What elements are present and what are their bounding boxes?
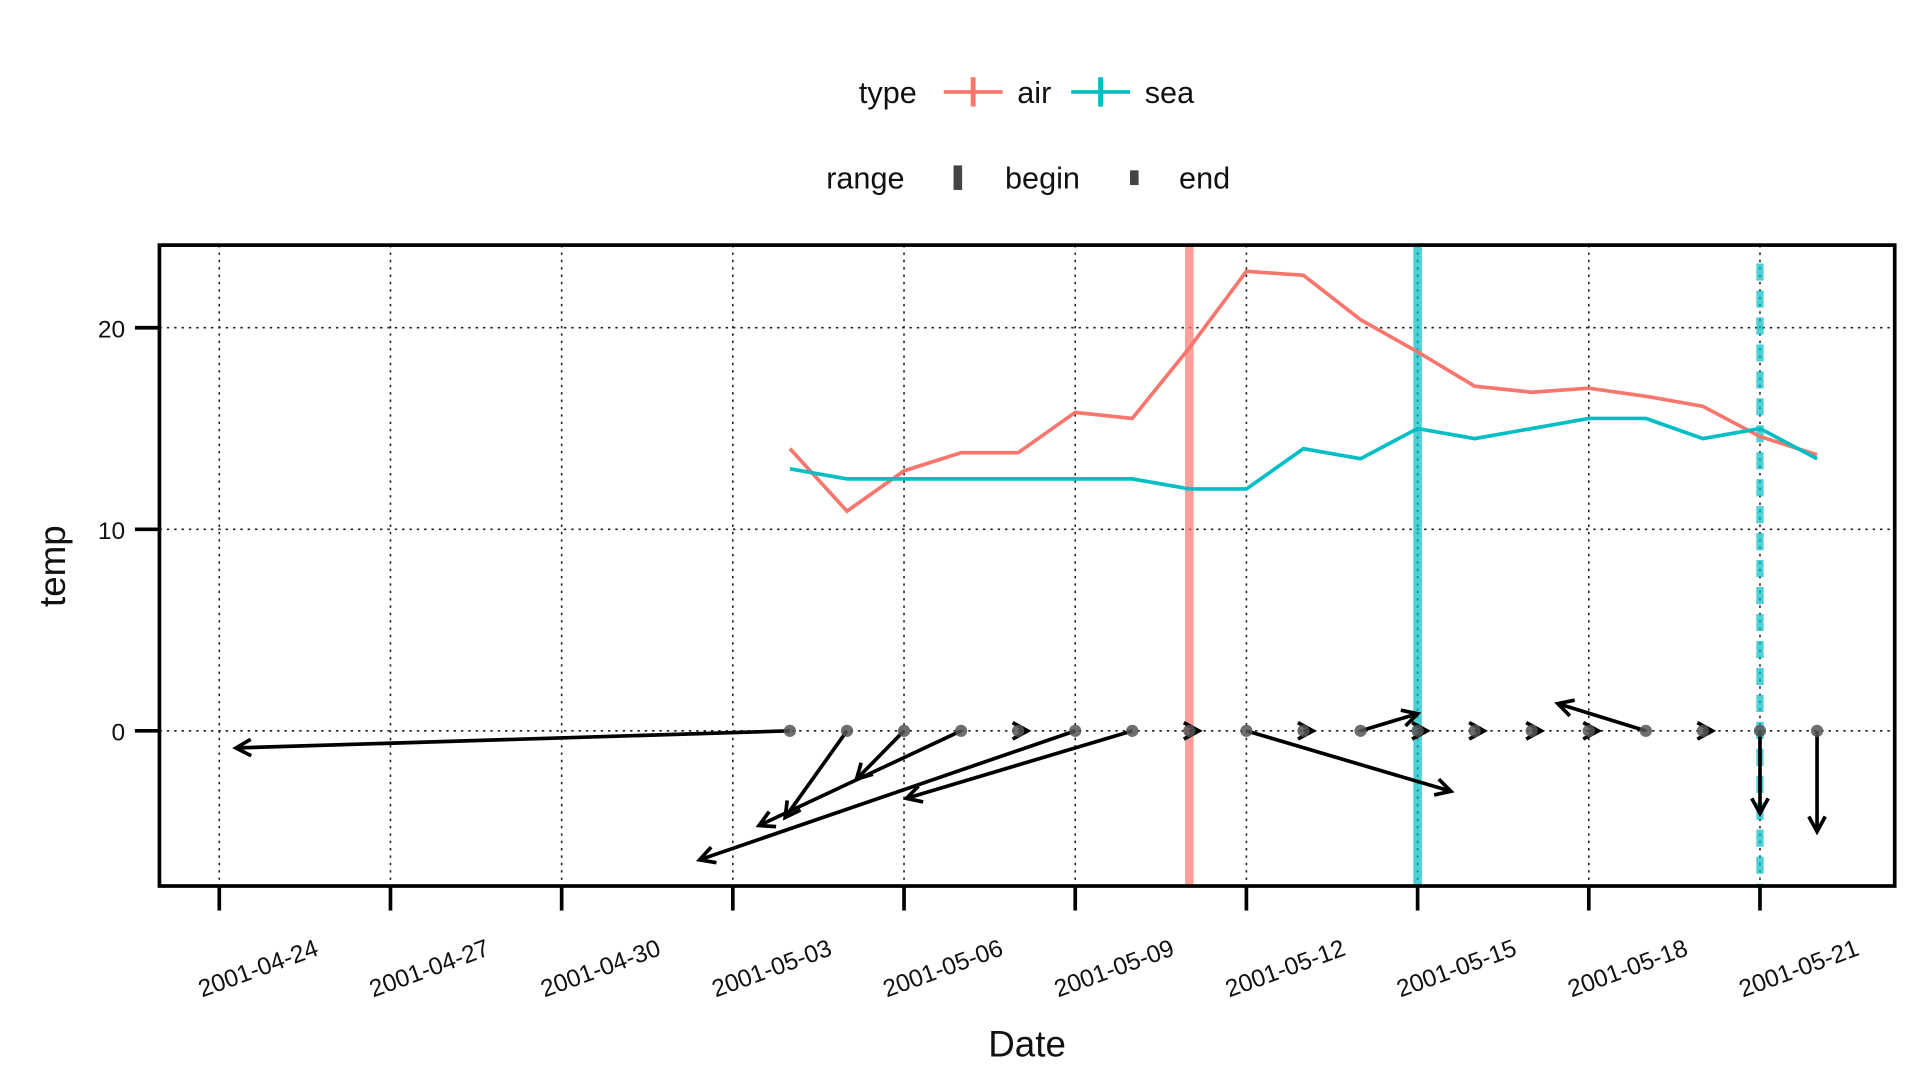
- arrow: [782, 729, 849, 821]
- y-tick-label: 10: [98, 518, 125, 545]
- point: [1468, 724, 1481, 737]
- arrow-head: [782, 800, 802, 821]
- point: [1354, 724, 1367, 737]
- x-tick-label: 2001-05-18: [1564, 935, 1691, 1003]
- arrow-head: [755, 810, 777, 829]
- point: [840, 724, 854, 737]
- arrow-shaft: [783, 729, 849, 819]
- arrow: [853, 729, 906, 782]
- x-tick-label: 2001-05-06: [880, 935, 1007, 1003]
- series-line: [788, 269, 1818, 514]
- x-tick-label: 2001-05-09: [1051, 935, 1178, 1003]
- point: [1411, 724, 1424, 737]
- x-tick-label: 2001-04-24: [195, 935, 322, 1003]
- arrow-shaft: [1557, 701, 1647, 733]
- legend-label: end: [1179, 162, 1230, 196]
- point: [1810, 724, 1824, 737]
- point: [1753, 724, 1767, 737]
- series-line: [789, 416, 1818, 491]
- point: [783, 724, 797, 737]
- arrow-head: [1750, 797, 1770, 818]
- arrow-head: [1554, 698, 1576, 718]
- point: [1297, 724, 1310, 737]
- arrow: [695, 729, 1076, 865]
- point: [1639, 724, 1652, 737]
- point: [1183, 724, 1196, 737]
- arrow-head: [902, 784, 924, 804]
- legend-key: [1130, 170, 1139, 186]
- arrow: [902, 729, 1133, 804]
- x-tick-label: 2001-05-15: [1393, 935, 1520, 1003]
- legend-title: type: [859, 76, 917, 110]
- point: [1696, 724, 1710, 737]
- x-tick-label: 2001-04-27: [366, 935, 493, 1003]
- arrow: [1750, 730, 1770, 818]
- arrow-shaft: [1245, 729, 1452, 794]
- point: [1240, 724, 1253, 737]
- arrow-shaft: [905, 729, 1133, 801]
- y-tick-label: 0: [111, 720, 125, 747]
- legend-label: sea: [1145, 76, 1195, 110]
- x-tick-label: 2001-05-21: [1736, 935, 1863, 1003]
- legend-key: [953, 165, 963, 190]
- arrow: [232, 728, 790, 758]
- arrow-shaft: [758, 729, 962, 828]
- x-tick-label: 2001-04-30: [537, 935, 664, 1003]
- x-axis-label: Date: [988, 1023, 1066, 1064]
- point: [1582, 724, 1595, 737]
- arrow: [755, 729, 962, 829]
- y-axis-label: temp: [32, 525, 73, 607]
- arrow: [1807, 730, 1827, 836]
- arrow-head: [232, 737, 253, 758]
- plot-border: [157, 243, 1897, 888]
- point: [1069, 724, 1082, 737]
- x-tick-label: 2001-05-12: [1222, 935, 1349, 1003]
- arrow: [1360, 708, 1422, 733]
- arrow-head: [1807, 815, 1827, 836]
- legend-title: range: [826, 162, 904, 196]
- arrow: [1554, 698, 1647, 733]
- x-tick-label: 2001-05-03: [708, 935, 835, 1003]
- arrow-shaft: [855, 729, 906, 781]
- point: [1012, 724, 1025, 737]
- arrow-shaft: [1360, 711, 1419, 733]
- arrow-shaft: [235, 728, 790, 750]
- arrow-head: [695, 845, 717, 865]
- point: [897, 724, 911, 737]
- point: [954, 724, 968, 737]
- point: [1126, 724, 1139, 737]
- arrow-shaft: [698, 729, 1076, 862]
- arrow: [1245, 729, 1455, 797]
- point: [1525, 724, 1538, 737]
- arrow-head: [1433, 777, 1455, 797]
- legend-label: air: [1017, 76, 1051, 110]
- arrow-head: [1400, 708, 1422, 728]
- y-tick-label: 20: [98, 317, 125, 344]
- legend-label: begin: [1005, 162, 1080, 196]
